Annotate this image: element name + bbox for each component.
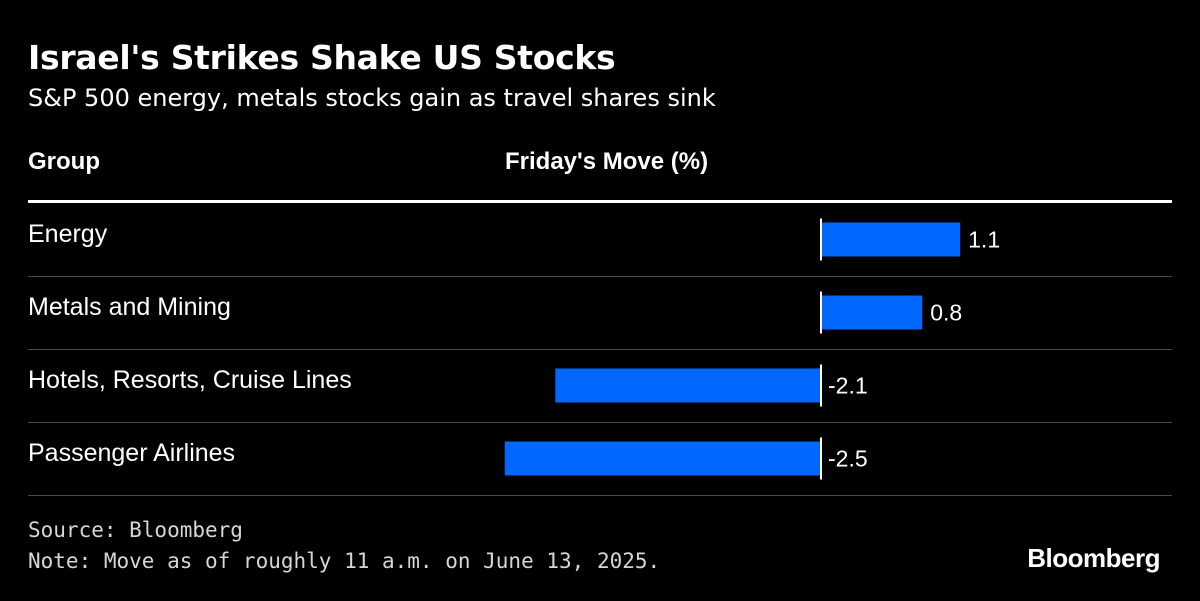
chart-subtitle: S&P 500 energy, metals stocks gain as tr… [28,84,716,112]
category-label: Energy [28,219,108,248]
value-label: -2.5 [828,446,868,472]
footnote: Note: Move as of roughly 11 a.m. on June… [28,549,661,573]
value-label: -2.1 [828,373,868,399]
bloomberg-logo: Bloomberg [1027,543,1160,573]
row-divider [28,349,1172,350]
row-divider [28,422,1172,423]
column-header-move: Friday's Move (%) [505,148,709,175]
bar [821,222,961,257]
source-note: Source: Bloomberg [28,518,243,542]
row-divider [28,495,1172,496]
chart-title: Israel's Strikes Shake US Stocks [28,38,616,77]
category-label: Hotels, Resorts, Cruise Lines [28,365,352,394]
bar [555,368,821,403]
value-label: 0.8 [930,300,962,326]
column-header-group: Group [28,148,100,175]
category-label: Metals and Mining [28,292,231,321]
header-rule [28,200,1172,203]
bar [821,295,923,330]
value-label: 1.1 [968,227,1000,253]
category-label: Passenger Airlines [28,438,236,467]
row-divider [28,276,1172,277]
bar [504,441,821,476]
